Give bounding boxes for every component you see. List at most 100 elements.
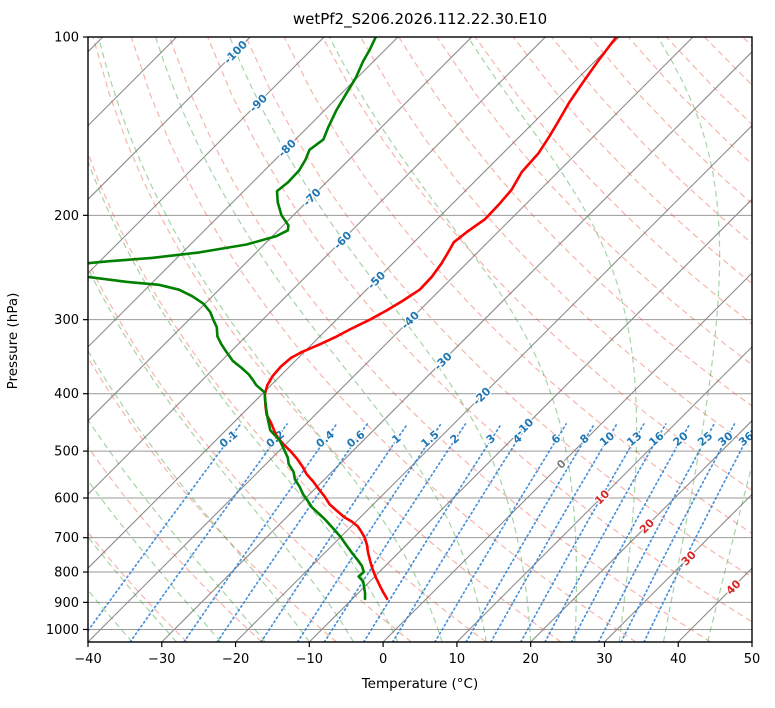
mixing-ratio-label: 0.1 [217,428,240,450]
isotherm-line [530,419,752,642]
y-tick-label: 500 [54,445,79,460]
dewpoint-profile-line [88,37,378,601]
mixing-ratio-label: 6 [549,431,563,446]
y-tick-label: 1000 [46,623,79,638]
isotherm-line [382,272,752,642]
y-tick-label: 700 [54,531,79,546]
dry-adiabat [704,37,752,87]
dry-adiabat [88,260,412,642]
isotherm-line [88,37,251,201]
moist-adiabat [97,37,443,642]
isotherm-line [751,641,752,642]
mixing-ratio-label: 1.5 [418,428,441,450]
dry-adiabat [130,37,637,642]
moist-adiabat [0,37,44,642]
x-tick-label: 0 [379,652,387,667]
y-tick-label: 300 [54,313,79,328]
mixing-ratio-line [216,423,369,642]
tick-labels: −40 −30 −20 −10 0 10 20 30 40 5010020030040050060… [46,31,760,668]
moist-adiabat [88,535,177,642]
mixing-ratio-line [323,423,467,642]
mixing-ratio-label: 30 [716,429,736,449]
mixing-ratio-label: 36 [736,429,756,449]
isobar-gridlines [88,37,752,630]
y-tick-label: 800 [54,566,79,581]
dry-adiabat [207,37,752,623]
isotherm-line [88,37,325,274]
y-tick-label: 200 [54,209,79,224]
tick-marks [83,36,753,647]
moist-adiabat [707,462,752,642]
dry-adiabat [742,37,752,47]
x-tick-label: −10 [296,652,323,667]
isotherm-line [677,567,752,642]
isotherm-line [161,51,752,642]
moist-adiabat [467,37,638,642]
moist-adiabat [88,418,266,642]
mixing-ratio-lines [88,423,752,642]
isotherm-line [88,37,620,569]
dry-adiabat [512,37,752,285]
mixing-ratio-label: 0.6 [344,428,368,451]
mixing-ratio-label: 8 [577,432,591,447]
x-tick-label: −30 [148,652,175,667]
mixing-ratio-line [183,423,338,642]
moist-adiabat [88,349,310,642]
dry-adiabat-lines [88,37,752,642]
mixing-ratio-line [544,423,667,642]
moist-adiabat [88,589,133,642]
plot-area: -100-90-80-70-60-50-40-30-20-10010203040… [0,37,756,642]
mixing-ratio-line [296,423,442,642]
mixing-ratio-line [643,427,752,642]
moist-adiabat [229,37,532,642]
moist-adiabat [88,479,222,642]
y-tick-label: 900 [54,596,79,611]
isotherm-lines [88,37,752,642]
dry-adiabat [321,37,752,492]
x-tick-label: 50 [744,652,761,667]
mixing-ratio-label: 0.4 [314,428,338,451]
moist-adiabat [657,37,721,642]
isotherm-line [88,37,399,348]
x-axis-label: Temperature (°C) [361,676,479,692]
mixing-ratio-line [597,423,715,642]
isotherm-line [88,37,546,496]
x-tick-label: 20 [522,652,539,667]
dry-adiabat [88,151,487,642]
isotherm-line [456,346,752,642]
dry-adiabat [168,37,712,642]
mixing-ratio-line [490,423,618,642]
isotherm-line [604,493,752,642]
mixing-ratio-line [434,423,567,642]
dry-adiabat [88,445,263,642]
moist-adiabat-lines [0,37,752,642]
dry-adiabat [92,37,562,642]
x-tick-label: 40 [670,652,687,667]
dry-adiabat [665,37,752,126]
mixing-ratio-label: 10 [597,429,617,449]
mixing-ratio-line [620,423,736,642]
mixing-ratio-line [519,423,645,642]
mixing-ratio-label: 2 [448,432,462,447]
chart-title: wetPf2_S206.2026.112.22.30.E10 [292,10,548,28]
moist-adiabat [328,37,578,642]
isotherm-line [308,198,752,642]
dry-adiabat [589,37,752,205]
axes-frame [87,36,753,643]
y-tick-label: 400 [54,387,79,402]
dry-adiabat [474,37,752,325]
moist-adiabat [88,159,399,642]
moist-adiabat [155,37,487,642]
dry-adiabat [436,37,752,366]
dry-adiabat [283,37,752,535]
mixing-ratio-label: 16 [646,429,666,449]
mixing-ratio-line [88,423,242,633]
y-tick-label: 100 [54,31,79,46]
x-tick-label: −20 [222,652,249,667]
mixing-ratio-line [570,423,691,642]
y-tick-label: 600 [54,492,79,507]
dry-adiabat [245,37,752,578]
mixing-ratio-line [391,423,529,642]
moist-adiabat [88,641,89,642]
mixing-ratio-label: 25 [695,429,715,449]
